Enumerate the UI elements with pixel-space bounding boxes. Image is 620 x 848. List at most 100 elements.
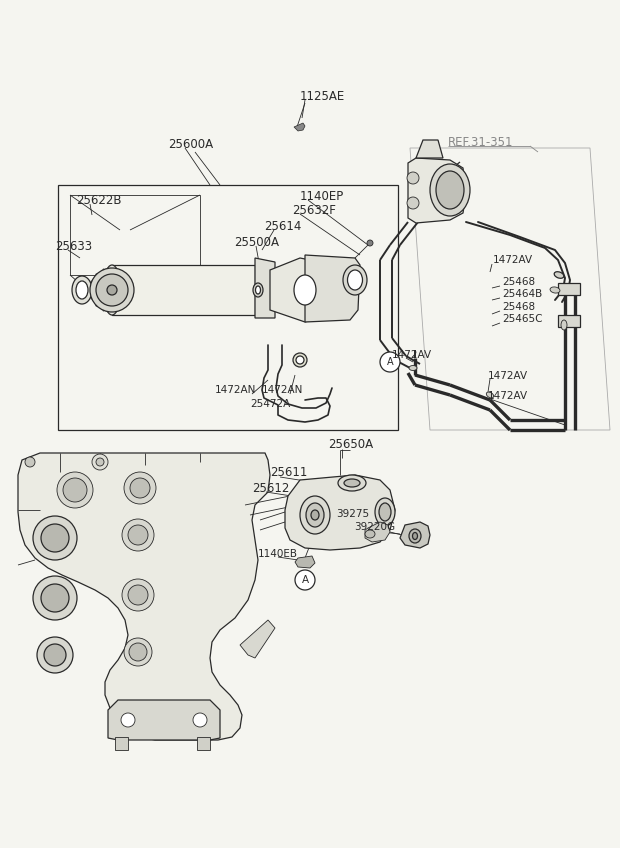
Ellipse shape [430,164,470,216]
Text: 25464B: 25464B [502,289,542,299]
Circle shape [407,172,419,184]
Ellipse shape [294,275,316,305]
Ellipse shape [311,510,319,520]
Text: 25632F: 25632F [292,204,336,216]
Circle shape [295,570,315,590]
Ellipse shape [253,283,263,297]
Text: A: A [301,575,309,585]
Ellipse shape [409,365,417,371]
Ellipse shape [550,287,560,293]
Polygon shape [285,475,395,550]
Text: 1125AE: 1125AE [300,90,345,103]
Text: 1472AV: 1472AV [488,371,528,381]
Ellipse shape [338,475,366,491]
Text: 25500A: 25500A [234,236,279,248]
Text: 25600A: 25600A [168,137,213,150]
Ellipse shape [63,478,87,502]
Text: 39275: 39275 [336,509,369,519]
Ellipse shape [365,530,375,538]
Ellipse shape [76,281,88,299]
Text: 1472AN: 1472AN [262,385,303,395]
Text: 1472AV: 1472AV [488,391,528,401]
Ellipse shape [107,285,117,295]
Ellipse shape [103,265,121,315]
Ellipse shape [124,472,156,504]
Ellipse shape [44,644,66,666]
Ellipse shape [255,286,260,294]
Circle shape [92,454,108,470]
Ellipse shape [554,271,564,278]
Polygon shape [408,158,466,223]
Ellipse shape [130,478,150,498]
Bar [558,315,580,327]
Ellipse shape [347,270,363,290]
Text: 25468: 25468 [502,277,535,287]
Polygon shape [112,265,255,315]
Circle shape [367,240,373,246]
Text: 25614: 25614 [264,220,301,232]
Polygon shape [255,258,275,318]
Circle shape [96,458,104,466]
Polygon shape [365,522,390,542]
Polygon shape [294,123,305,131]
Polygon shape [416,140,443,158]
Polygon shape [305,255,360,322]
Bar [558,283,580,295]
Ellipse shape [33,516,77,560]
Text: 25468: 25468 [502,302,535,312]
Ellipse shape [561,320,567,330]
Polygon shape [115,737,128,750]
Ellipse shape [122,519,154,551]
Text: 1140EP: 1140EP [300,189,344,203]
Ellipse shape [128,585,148,605]
Text: 25612: 25612 [252,483,290,495]
Polygon shape [270,258,340,322]
Ellipse shape [41,524,69,552]
Ellipse shape [296,356,304,364]
Ellipse shape [379,503,391,521]
Ellipse shape [96,274,128,306]
Ellipse shape [293,353,307,367]
Ellipse shape [37,637,73,673]
Text: 25465C: 25465C [502,314,542,324]
Ellipse shape [72,276,92,304]
Circle shape [380,352,400,372]
Polygon shape [295,556,315,568]
Text: 1472AN: 1472AN [215,385,257,395]
Ellipse shape [343,265,367,295]
Ellipse shape [107,275,117,305]
Ellipse shape [128,525,148,545]
Ellipse shape [122,579,154,611]
Text: 39220G: 39220G [354,522,395,532]
Ellipse shape [300,496,330,534]
Ellipse shape [124,638,152,666]
Ellipse shape [344,479,360,487]
Ellipse shape [306,503,324,527]
Ellipse shape [412,533,417,539]
Ellipse shape [409,529,421,543]
Text: 25650A: 25650A [328,438,373,451]
Polygon shape [400,522,430,548]
Circle shape [25,457,35,467]
Text: 25622B: 25622B [76,193,122,207]
Ellipse shape [57,472,93,508]
Ellipse shape [90,268,134,312]
Ellipse shape [486,392,494,398]
Text: 25633: 25633 [55,239,92,253]
Ellipse shape [375,498,395,526]
Circle shape [193,713,207,727]
Ellipse shape [436,171,464,209]
Bar [70,195,200,275]
Text: 1472AV: 1472AV [392,350,432,360]
Circle shape [407,197,419,209]
Ellipse shape [41,584,69,612]
Polygon shape [240,620,275,658]
Text: 25611: 25611 [270,466,308,479]
Bar [58,185,398,430]
Ellipse shape [33,576,77,620]
Polygon shape [197,737,210,750]
Polygon shape [108,700,220,740]
Circle shape [121,713,135,727]
Text: REF.31-351: REF.31-351 [448,136,513,148]
Text: 1140EB: 1140EB [258,549,298,559]
